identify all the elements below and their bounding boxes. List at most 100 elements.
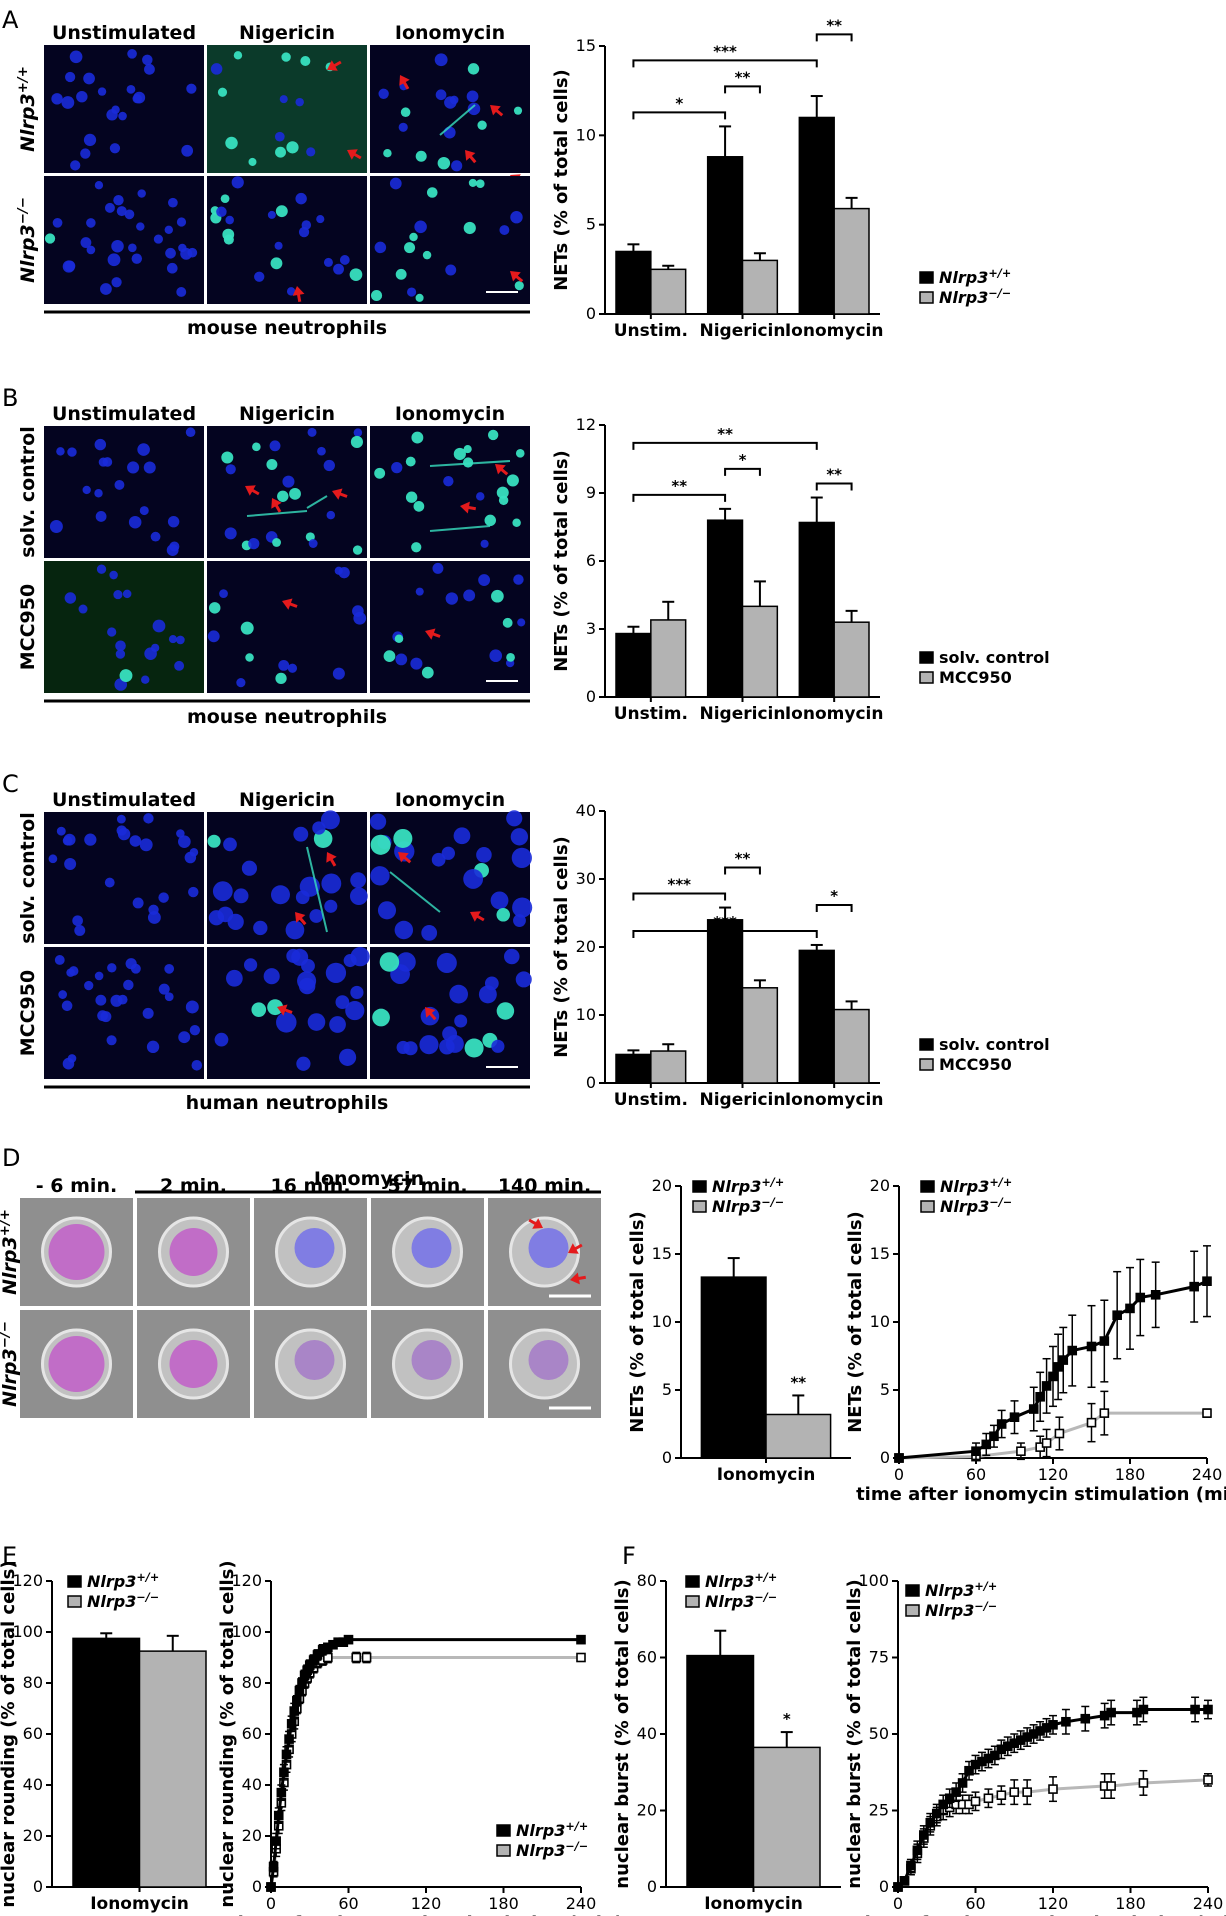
nucleus [286, 287, 296, 296]
nucleus [510, 211, 523, 224]
y-axis-title: nuclear rounding (% of total cells) [0, 1560, 19, 1907]
nucleus [84, 833, 97, 846]
significance-bracket [632, 111, 727, 120]
bar [650, 1050, 687, 1084]
time-header: 16 min. [270, 1175, 350, 1197]
grid-footer: mouse neutrophils [187, 706, 387, 728]
bar [706, 156, 744, 315]
nucleus [212, 881, 233, 902]
nucleus [143, 461, 156, 474]
nucleus [150, 531, 161, 542]
nucleus [453, 827, 471, 845]
nucleus [279, 95, 288, 104]
column-header: Unstimulated [52, 789, 196, 811]
column-header: Unstimulated [52, 22, 196, 44]
nucleus [254, 271, 265, 282]
legend-swatch [919, 651, 934, 664]
x-tick-label: 60 [338, 1894, 358, 1913]
nucleus [503, 948, 520, 965]
data-point [970, 1796, 981, 1807]
nucleus [62, 1057, 75, 1070]
x-tick-label: Ionomycin [785, 704, 884, 724]
nucleus [82, 485, 91, 495]
micrograph-grid-A [44, 45, 530, 304]
nucleus [306, 147, 316, 157]
nucleus [415, 150, 427, 162]
micrograph-tile [44, 45, 204, 173]
nucleus [317, 446, 326, 456]
nucleus [295, 192, 307, 205]
arrow-head [570, 1272, 580, 1285]
nucleus [439, 1038, 455, 1055]
legend-swatch [496, 1844, 511, 1857]
bar [833, 621, 870, 698]
nucleus [44, 233, 56, 244]
nucleus [480, 539, 489, 548]
nucleus [352, 545, 363, 555]
nucleus [111, 239, 124, 253]
y-tick-label: 0 [33, 1877, 43, 1896]
nucleus [67, 447, 77, 457]
time-header: 2 min. [160, 1175, 227, 1197]
nucleus [353, 428, 363, 437]
red-arrow-icon [425, 628, 441, 640]
nucleus [383, 148, 392, 158]
y-tick-label: 0 [586, 304, 596, 323]
legend: Nlrp3+/+Nlrp3−/− [685, 1571, 777, 1611]
red-arrow-icon [528, 1218, 543, 1229]
nucleus [333, 263, 344, 275]
y-tick-label: 0 [586, 1073, 596, 1092]
nucleus [143, 813, 154, 824]
nucleus [80, 148, 91, 159]
nucleus [434, 53, 448, 67]
nucleus [343, 954, 357, 968]
nucleus [414, 220, 427, 234]
y-tick-label: 3 [586, 619, 596, 638]
nucleus [285, 920, 305, 940]
nucleus [176, 287, 187, 297]
nucleus [126, 84, 136, 94]
data-point [1016, 1446, 1026, 1456]
nucleus [325, 962, 347, 983]
cell-nucleus [528, 1340, 569, 1380]
legend-label: Nlrp3+/+ [925, 1580, 997, 1601]
y-tick-label: 100 [12, 1622, 43, 1641]
bar [798, 521, 835, 698]
nucleus [107, 627, 117, 637]
nucleus [61, 96, 75, 109]
x-tick-label: 180 [1115, 1894, 1146, 1913]
significance-label: ** [671, 477, 687, 495]
bar [650, 268, 687, 315]
nucleus [515, 449, 525, 458]
nucleus [431, 852, 446, 867]
red-arrow-icon [282, 598, 298, 610]
data-point [912, 1845, 923, 1856]
nucleus [226, 969, 243, 987]
nucleus [443, 126, 456, 139]
nucleus [405, 456, 416, 467]
x-tick-label: 0 [893, 1894, 903, 1913]
nucleus [131, 253, 143, 264]
y-tick-label: 10 [652, 1312, 672, 1331]
legend-label: Nlrp3+/+ [712, 1176, 784, 1197]
nucleus [270, 257, 283, 270]
data-point [266, 1882, 276, 1892]
nucleus [74, 924, 86, 936]
significance-label: *** [667, 876, 691, 894]
data-point [1022, 1787, 1032, 1797]
nucleus [297, 971, 317, 991]
nucleus [56, 826, 66, 836]
nucleus [334, 566, 343, 575]
nucleus [511, 847, 532, 869]
nucleus [69, 50, 83, 64]
nucleus [127, 461, 140, 474]
y-tick-label: 75 [869, 1648, 889, 1667]
red-arrow-icon [470, 911, 485, 922]
x-tick-label: 0 [266, 1894, 276, 1913]
legend-swatch [685, 1575, 700, 1588]
significance-label: * [783, 1710, 791, 1728]
nucleus [168, 197, 178, 208]
nucleus [370, 866, 390, 886]
